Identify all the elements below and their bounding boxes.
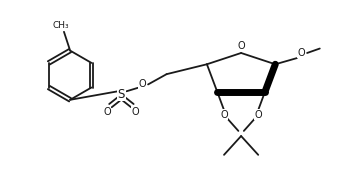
Text: O: O [298, 48, 305, 58]
Text: CH₃: CH₃ [52, 21, 69, 30]
Text: O: O [103, 107, 111, 117]
Text: O: O [254, 109, 262, 120]
Text: S: S [118, 87, 125, 101]
Text: O: O [237, 41, 245, 51]
Text: O: O [132, 107, 140, 117]
Text: O: O [220, 109, 228, 120]
Text: O: O [139, 79, 146, 89]
